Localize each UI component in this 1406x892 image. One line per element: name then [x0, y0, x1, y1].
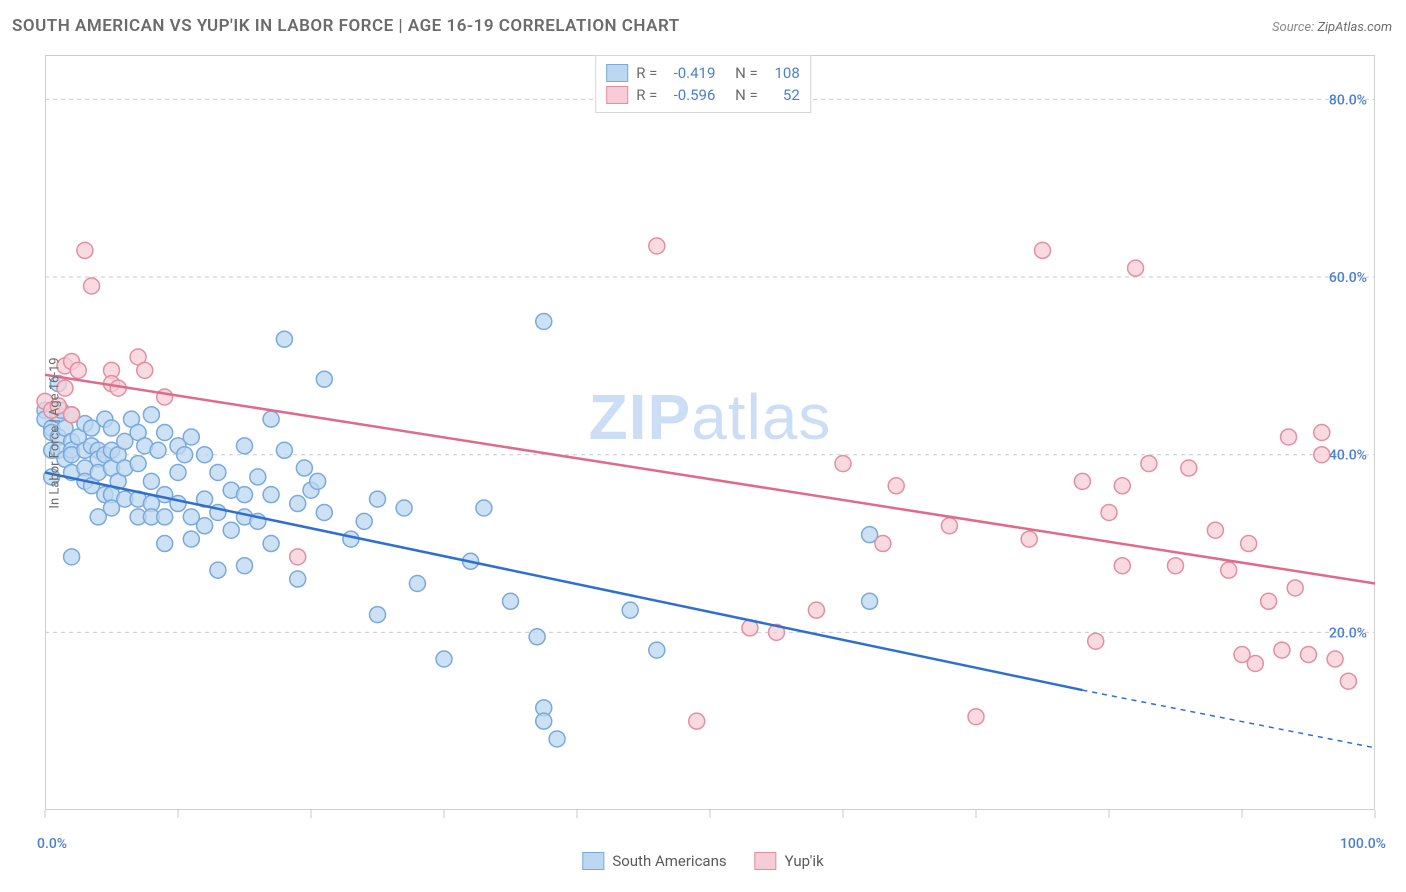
r-value-series-0: -0.419 — [665, 62, 715, 84]
stats-legend: R = -0.419 N = 108 R = -0.596 N = 52 — [595, 55, 811, 113]
chart-title: SOUTH AMERICAN VS YUP'IK IN LABOR FORCE … — [12, 16, 680, 36]
n-label: N = — [735, 84, 758, 106]
source-label: Source: — [1272, 20, 1317, 35]
source-attribution: Source: ZipAtlas.com — [1272, 20, 1392, 35]
n-label: N = — [735, 62, 758, 84]
series-legend: South Americans Yup'ik — [582, 852, 823, 870]
source-site: ZipAtlas.com — [1317, 20, 1392, 35]
legend-item-series-1: Yup'ik — [755, 852, 824, 870]
r-label: R = — [636, 84, 657, 106]
legend-label-series-1: Yup'ik — [785, 852, 824, 870]
x-axis-max-label: 100.0% — [1340, 836, 1386, 852]
svg-text:80.0%: 80.0% — [1329, 92, 1367, 108]
n-value-series-0: 108 — [766, 62, 800, 84]
plot-area: 20.0% 40.0% 60.0% 80.0% In Labor Force | Ag… — [45, 55, 1375, 810]
scatter-plot: 20.0% 40.0% 60.0% 80.0% — [45, 55, 1375, 810]
swatch-series-1 — [606, 86, 628, 104]
stats-row-series-0: R = -0.419 N = 108 — [606, 62, 800, 84]
swatch-series-0 — [582, 852, 604, 870]
x-axis-min-label: 0.0% — [37, 836, 67, 852]
r-value-series-1: -0.596 — [665, 84, 715, 106]
legend-label-series-0: South Americans — [612, 852, 726, 870]
n-value-series-1: 52 — [766, 84, 800, 106]
svg-text:40.0%: 40.0% — [1329, 448, 1367, 464]
stats-row-series-1: R = -0.596 N = 52 — [606, 84, 800, 106]
swatch-series-0 — [606, 64, 628, 82]
y-axis-label: In Labor Force | Age 16-19 — [48, 357, 63, 508]
svg-text:20.0%: 20.0% — [1329, 625, 1367, 641]
r-label: R = — [636, 62, 657, 84]
svg-text:60.0%: 60.0% — [1329, 270, 1367, 286]
legend-item-series-0: South Americans — [582, 852, 726, 870]
swatch-series-1 — [755, 852, 777, 870]
